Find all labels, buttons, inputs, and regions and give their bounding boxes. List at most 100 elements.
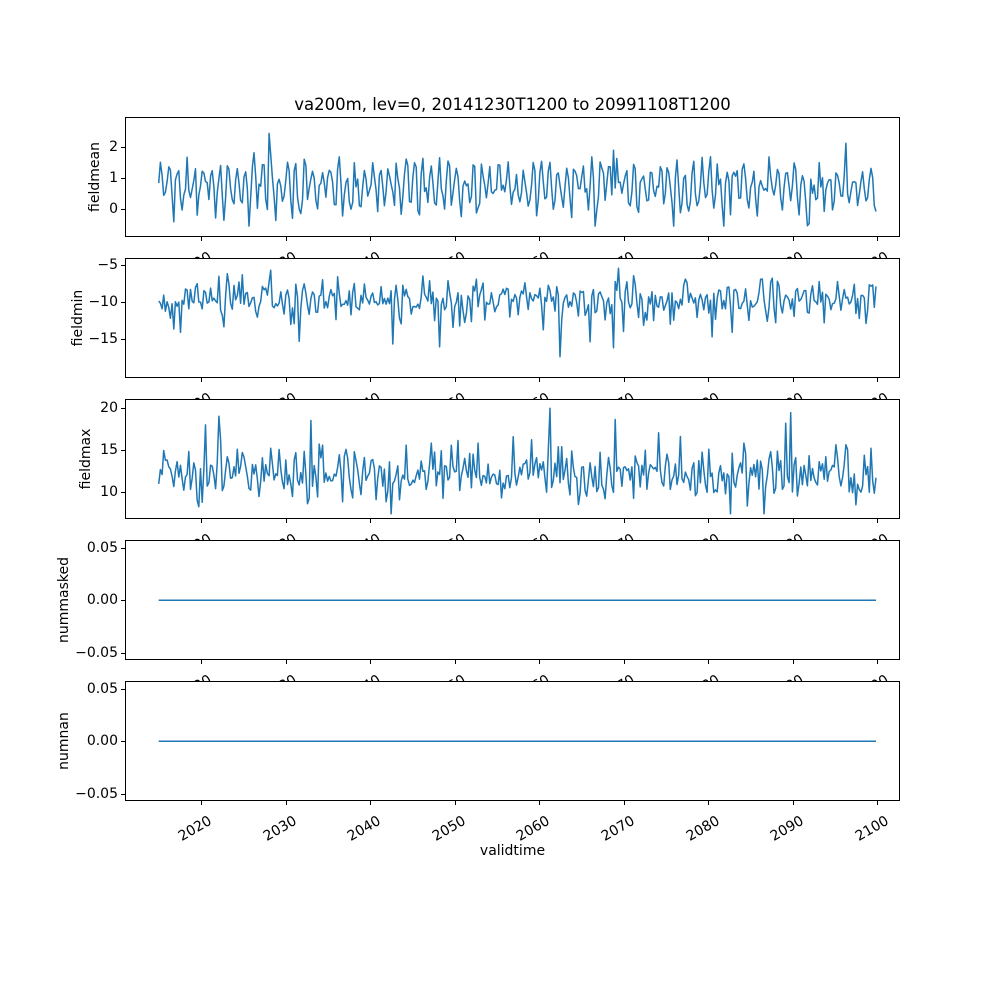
- x-tick-mark: [201, 660, 203, 664]
- x-tick-label: 2030: [260, 672, 300, 704]
- x-tick-mark: [708, 801, 710, 805]
- x-tick-mark: [285, 519, 287, 523]
- y-tick-mark: [121, 741, 125, 743]
- x-tick-label: 2070: [598, 672, 638, 704]
- y-axis-label-fieldmax: fieldmax: [78, 428, 95, 490]
- x-tick-label: 2030: [260, 813, 300, 845]
- x-tick-mark: [201, 519, 203, 523]
- x-tick-label: 2090: [767, 249, 807, 281]
- x-tick-mark: [623, 660, 625, 664]
- y-tick-mark: [121, 265, 125, 266]
- x-tick-label: 2030: [260, 531, 300, 563]
- x-tick-mark: [623, 519, 625, 523]
- x-tick-label: 2060: [514, 813, 554, 845]
- axes-box: [125, 540, 900, 660]
- series-line-numnan: [158, 740, 876, 743]
- x-tick-label: 2090: [767, 390, 807, 422]
- x-tick-label: 2100: [852, 249, 892, 281]
- axes-box: [125, 399, 900, 519]
- y-tick-label: −0.05: [75, 785, 118, 802]
- x-tick-mark: [877, 519, 879, 523]
- series-polyline: [157, 132, 877, 227]
- x-tick-mark: [792, 378, 794, 382]
- y-tick-label: 0.05: [86, 681, 118, 697]
- y-tick-mark: [121, 209, 125, 211]
- x-tick-mark: [623, 237, 625, 241]
- x-tick-label: 2040: [345, 813, 385, 845]
- x-tick-mark: [454, 660, 456, 664]
- y-tick-label: −0.05: [75, 644, 118, 661]
- x-tick-label: 2080: [683, 390, 723, 422]
- y-axis-label-numnan: numnan: [56, 712, 73, 770]
- y-tick-label: 2: [109, 139, 118, 156]
- x-tick-label: 2040: [345, 672, 385, 704]
- y-tick-label: 0.00: [86, 733, 118, 750]
- x-tick-mark: [201, 801, 203, 805]
- y-tick-mark: [121, 302, 125, 303]
- x-tick-mark: [623, 378, 625, 382]
- x-tick-mark: [539, 660, 541, 664]
- x-tick-mark: [285, 378, 287, 382]
- x-tick-label: 2020: [176, 813, 216, 845]
- x-tick-mark: [877, 801, 879, 805]
- y-tick-mark: [121, 408, 125, 409]
- x-tick-mark: [454, 378, 456, 382]
- y-tick-mark: [121, 652, 125, 654]
- x-tick-label: 2050: [429, 531, 469, 563]
- x-tick-mark: [792, 519, 794, 523]
- x-tick-mark: [708, 378, 710, 382]
- x-tick-label: 2030: [260, 249, 300, 281]
- x-tick-label: 2100: [852, 531, 892, 563]
- x-tick-label: 2040: [345, 531, 385, 563]
- y-tick-label: 10: [100, 484, 118, 500]
- x-tick-mark: [792, 237, 794, 241]
- x-tick-mark: [877, 378, 879, 382]
- x-tick-label: 2020: [176, 390, 216, 422]
- y-tick-label: −5: [97, 257, 118, 273]
- y-tick-mark: [121, 492, 125, 493]
- x-tick-label: 2090: [767, 672, 807, 704]
- x-tick-mark: [708, 237, 710, 241]
- series-line-nummasked: [158, 599, 876, 602]
- y-tick-label: −15: [88, 331, 118, 347]
- series-line-fieldmax: [157, 407, 877, 515]
- x-tick-mark: [454, 237, 456, 241]
- x-tick-mark: [370, 801, 372, 805]
- x-tick-label: 2050: [429, 390, 469, 422]
- series-line-fieldmin: [158, 267, 877, 358]
- x-tick-label: 2050: [429, 249, 469, 281]
- x-tick-mark: [285, 237, 287, 241]
- x-tick-mark: [370, 378, 372, 382]
- x-tick-mark: [285, 801, 287, 805]
- y-tick-label: 0: [109, 201, 118, 218]
- x-tick-label: 2060: [514, 249, 554, 281]
- y-tick-mark: [121, 793, 125, 795]
- y-tick-mark: [121, 339, 125, 340]
- x-tick-mark: [201, 237, 203, 241]
- x-tick-label: 2070: [598, 390, 638, 422]
- y-tick-mark: [121, 548, 125, 549]
- x-tick-label: 2040: [345, 249, 385, 281]
- x-tick-label: 2040: [345, 390, 385, 422]
- y-tick-label: 15: [100, 442, 118, 458]
- axes-box: [125, 117, 900, 237]
- x-tick-label: 2050: [429, 672, 469, 704]
- x-tick-mark: [370, 660, 372, 664]
- x-tick-mark: [792, 801, 794, 805]
- x-tick-mark: [370, 519, 372, 523]
- x-tick-label: 2080: [683, 249, 723, 281]
- x-axis-label: validtime: [479, 843, 546, 859]
- x-tick-mark: [285, 660, 287, 664]
- y-axis-label-nummasked: nummasked: [56, 557, 73, 644]
- x-tick-label: 2070: [598, 249, 638, 281]
- x-tick-label: 2020: [176, 249, 216, 281]
- y-tick-mark: [121, 600, 125, 602]
- y-tick-mark: [121, 450, 125, 451]
- x-tick-label: 2070: [598, 531, 638, 563]
- x-tick-label: 2080: [683, 672, 723, 704]
- x-tick-mark: [539, 378, 541, 382]
- x-tick-mark: [877, 660, 879, 664]
- x-tick-mark: [539, 237, 541, 241]
- x-tick-label: 2030: [260, 390, 300, 422]
